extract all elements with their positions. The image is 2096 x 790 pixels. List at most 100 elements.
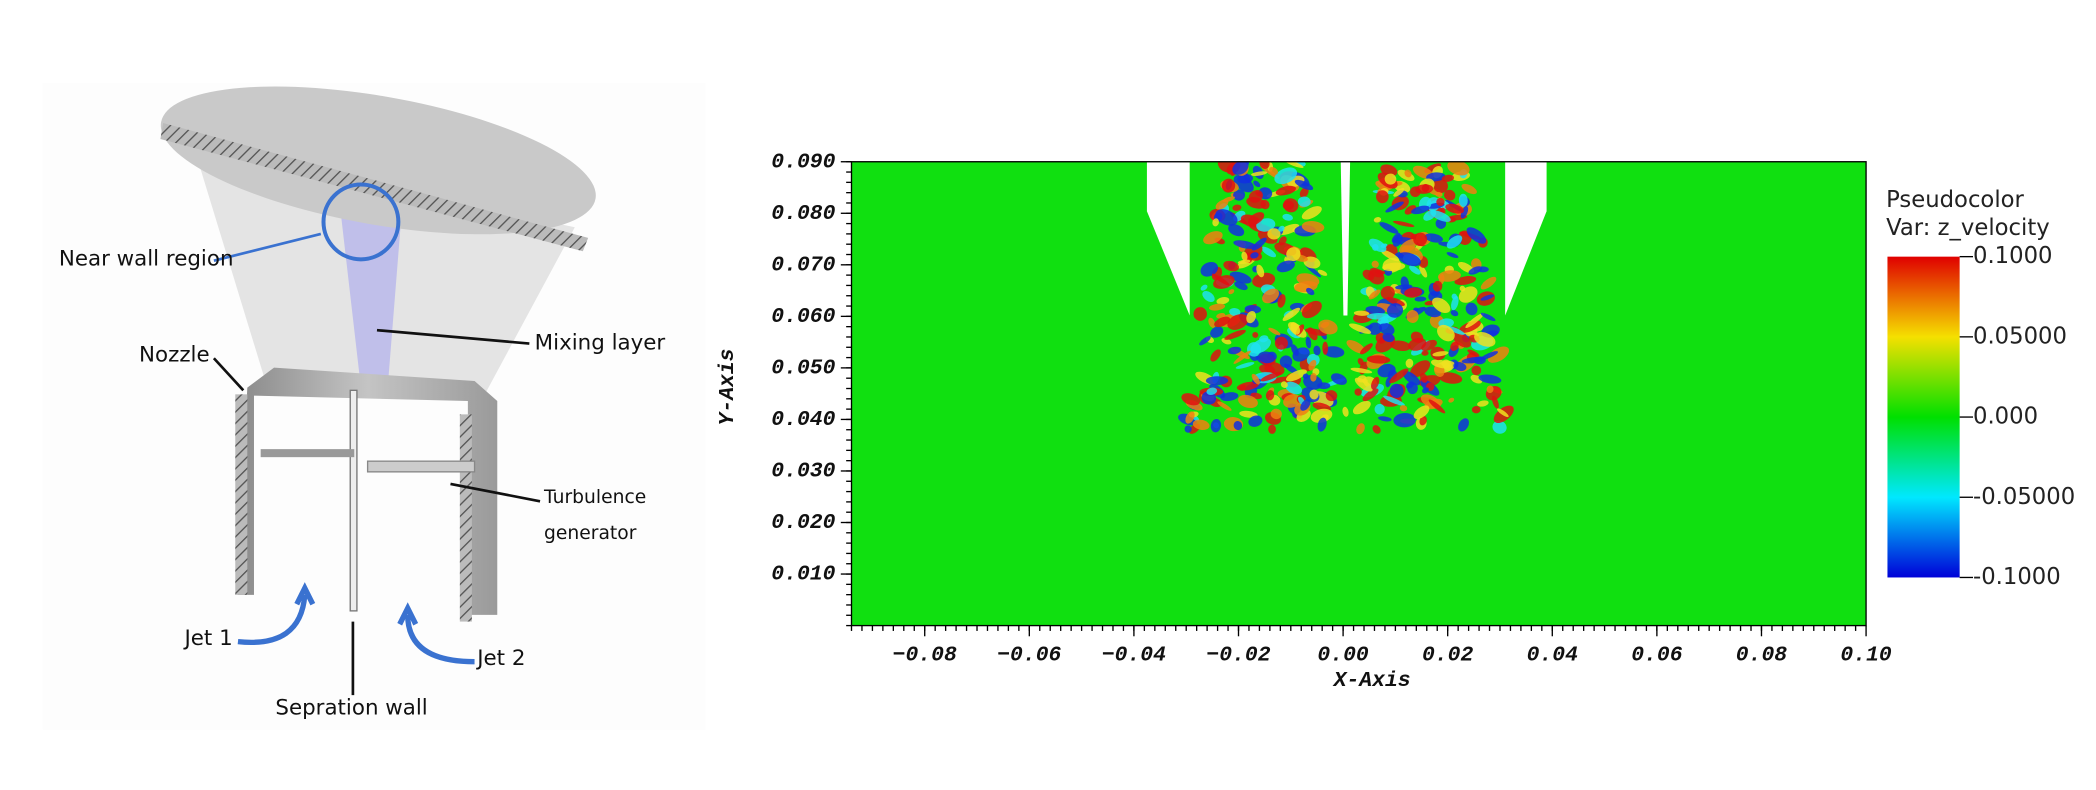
eddy: [1402, 370, 1421, 386]
eddy: [1496, 408, 1509, 418]
eddy: [1390, 340, 1411, 352]
x-tick-label: 0.02: [1422, 644, 1473, 668]
eddy: [1306, 287, 1315, 296]
jet-arrows: [237, 582, 475, 665]
eddy: [1229, 308, 1241, 317]
eddy: [1348, 323, 1372, 334]
eddy: [1310, 372, 1317, 382]
eddy: [1317, 269, 1328, 276]
eddy: [1200, 284, 1208, 291]
y-tick-label: 0.070: [771, 253, 835, 277]
nozzle-diagram: Near wall region Mixing layer Nozzle Tur…: [42, 82, 706, 730]
eddy: [1441, 174, 1454, 182]
eddy: [1447, 326, 1465, 335]
eddy: [1302, 373, 1309, 379]
eddy: [1313, 345, 1321, 356]
eddy: [1410, 331, 1424, 343]
eddy: [1205, 376, 1229, 386]
eddy: [1282, 213, 1293, 221]
eddy: [1407, 382, 1418, 395]
turbulence-bar-1: [260, 449, 355, 458]
eddy: [1454, 276, 1477, 285]
eddy: [1184, 425, 1192, 433]
eddy: [1471, 405, 1481, 414]
colorbar-tick-label: -0.1000: [1973, 564, 2061, 590]
colorbar-tick-label: -0.05000: [1973, 484, 2075, 510]
eddy: [1432, 280, 1443, 292]
label: Sepration wall: [275, 695, 427, 720]
eddy: [1386, 303, 1404, 318]
eddy: [1397, 252, 1421, 267]
turbulence-bar-2: [366, 460, 476, 473]
eddy: [1373, 217, 1382, 223]
eddy: [1393, 187, 1405, 197]
x-tick-label: −0.06: [997, 644, 1061, 668]
colorbar-tick-label: 0.1000: [1973, 243, 2053, 269]
eddy: [1317, 382, 1331, 390]
eddy: [1301, 300, 1322, 319]
eddy: [1274, 167, 1298, 185]
eddy: [1356, 423, 1365, 435]
eddy: [1233, 189, 1246, 201]
eddy: [1385, 201, 1404, 213]
eddy: [1354, 377, 1373, 392]
eddy: [1252, 332, 1259, 338]
eddy: [1203, 231, 1223, 245]
eddy: [1404, 287, 1423, 298]
eddy: [1471, 365, 1482, 376]
eddy: [1450, 310, 1459, 317]
label: Nozzle: [139, 343, 210, 368]
eddy: [1350, 367, 1373, 374]
eddy: [1382, 332, 1395, 343]
eddy: [1366, 355, 1391, 364]
eddy: [1307, 327, 1318, 341]
eddy: [1276, 260, 1295, 273]
eddy: [1291, 344, 1299, 356]
eddy: [1368, 289, 1381, 300]
y-tick-label: 0.020: [771, 511, 835, 535]
eddy: [1233, 350, 1251, 364]
eddy: [1405, 358, 1414, 368]
eddy: [1199, 336, 1211, 346]
eddy: [1362, 388, 1379, 402]
eddy: [1282, 307, 1301, 321]
eddy: [1353, 310, 1370, 316]
eddy: [1431, 359, 1451, 369]
eddy: [1241, 251, 1248, 261]
eddy: [1374, 403, 1385, 415]
eddy: [1246, 311, 1256, 324]
eddy: [1229, 271, 1252, 284]
eddy: [1233, 240, 1257, 249]
eddy: [1277, 294, 1286, 308]
eddy: [1389, 368, 1409, 384]
eddy: [1317, 417, 1327, 432]
eddy: [1419, 415, 1427, 426]
eddy: [1247, 342, 1262, 357]
eddy: [1300, 399, 1311, 411]
eddy: [1448, 397, 1455, 403]
eddy: [1239, 384, 1247, 391]
eddy: [1215, 209, 1238, 226]
eddy: [1280, 381, 1288, 389]
x-tick-label: 0.08: [1736, 644, 1787, 668]
eddy: [1371, 260, 1379, 268]
eddy: [1213, 275, 1235, 289]
y-axis-label: Y-Axis: [716, 348, 740, 425]
eddy: [1384, 173, 1397, 185]
eddy: [1478, 374, 1502, 384]
x-tick-label: 0.06: [1631, 644, 1682, 668]
eddy: [1214, 316, 1231, 328]
eddy: [1487, 346, 1510, 363]
label: Jet 2: [475, 646, 525, 671]
eddy: [1357, 358, 1364, 366]
eddy: [1285, 381, 1302, 395]
eddy: [1227, 314, 1249, 330]
eddy: [1265, 390, 1275, 401]
eddy: [1458, 286, 1478, 303]
eddy: [1430, 210, 1451, 222]
eddy: [1480, 312, 1496, 322]
eddy: [1223, 260, 1239, 272]
colorbar-tick-label: 0.000: [1973, 404, 2038, 430]
